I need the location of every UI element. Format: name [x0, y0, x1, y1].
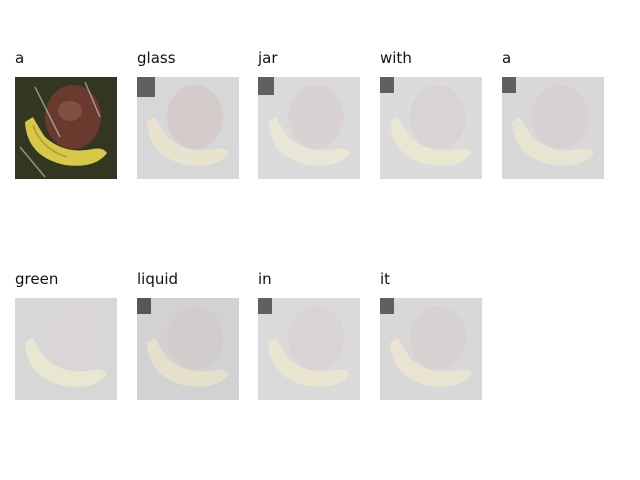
original-image	[15, 77, 117, 179]
attention-image	[502, 77, 604, 179]
caption-word: green	[15, 270, 59, 288]
caption-word: a	[15, 49, 25, 67]
caption-word: with	[380, 49, 412, 67]
attention-image	[137, 298, 239, 400]
caption-word: glass	[137, 49, 176, 67]
caption-word: it	[380, 270, 391, 288]
attention-image	[137, 77, 239, 179]
attention-image	[380, 77, 482, 179]
attention-image	[380, 298, 482, 400]
caption-word: liquid	[137, 270, 179, 288]
caption-word: jar	[258, 49, 278, 67]
caption-word: in	[258, 270, 272, 288]
attention-image	[258, 77, 360, 179]
attention-image	[258, 298, 360, 400]
attention-image	[15, 298, 117, 400]
caption-word: a	[502, 49, 512, 67]
